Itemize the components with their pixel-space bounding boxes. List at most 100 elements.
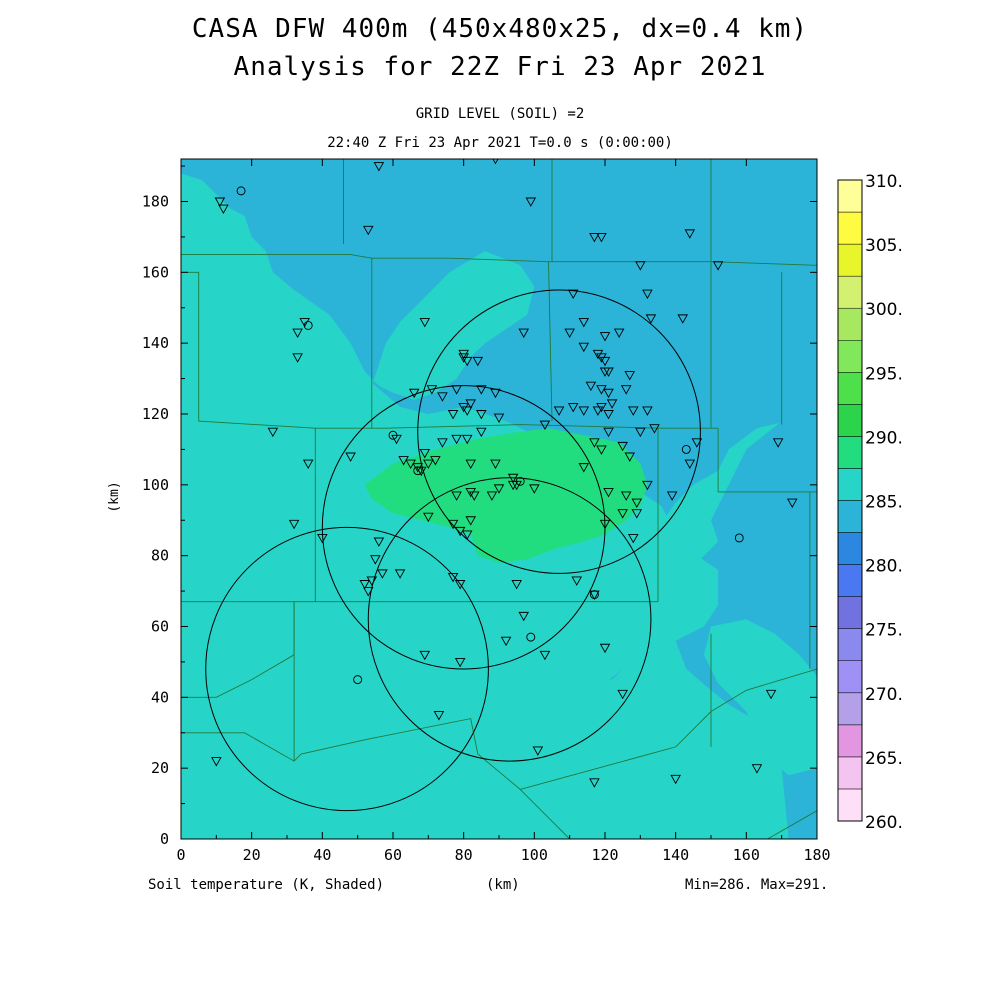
station-triangle — [624, 371, 636, 381]
station-triangle — [370, 555, 381, 565]
station-triangle — [642, 480, 653, 491]
colorbar-segment — [837, 372, 863, 405]
colorbar-frame — [837, 179, 863, 822]
station-triangle — [599, 643, 611, 654]
station-triangle — [578, 342, 590, 353]
station-triangle — [366, 576, 378, 586]
station-triangle — [437, 392, 448, 402]
y-tick-label: 20 — [151, 759, 169, 777]
station-triangle — [599, 519, 611, 530]
station-triangle — [613, 328, 625, 338]
station-triangle — [373, 537, 385, 547]
station-triangle — [458, 402, 469, 413]
station-circle — [413, 466, 423, 476]
colorbar-segment — [837, 660, 863, 694]
colorbar-segment — [837, 564, 863, 597]
station-triangle — [423, 512, 434, 523]
station-triangle — [642, 289, 653, 300]
station-triangle — [476, 410, 487, 420]
station-circle — [353, 675, 363, 685]
station-triangle — [362, 225, 374, 236]
variable-label: Soil temperature (K, Shaded) — [148, 877, 385, 893]
x-tick-label: 0 — [176, 846, 185, 864]
field-region-295-11 — [364, 428, 648, 563]
colorbar-segment — [837, 500, 863, 533]
station-triangle — [567, 402, 579, 413]
station-triangle — [461, 356, 473, 367]
station-triangle — [299, 317, 310, 328]
station-triangle — [620, 385, 632, 395]
station-triangle — [631, 498, 643, 508]
station-triangle — [437, 438, 448, 448]
field-region-290-8 — [703, 619, 817, 776]
radar-range-circle — [367, 477, 652, 762]
colorbar-segment — [837, 788, 863, 822]
station-triangle — [451, 385, 462, 395]
colorbar-segment — [837, 404, 863, 437]
colorbar-segment — [837, 243, 863, 277]
station-triangle — [589, 232, 600, 243]
station-triangle — [490, 388, 501, 399]
station-circle — [681, 444, 691, 454]
station-triangle — [458, 349, 469, 360]
station-triangle — [511, 580, 522, 590]
station-triangle — [394, 569, 406, 579]
station-triangle — [677, 314, 689, 324]
station-triangle — [617, 689, 628, 700]
station-triangle — [493, 484, 505, 494]
station-circle — [526, 632, 536, 642]
station-triangle — [288, 519, 300, 530]
station-triangle — [765, 689, 777, 700]
colorbar-label: 310. — [865, 172, 903, 192]
station-triangle — [423, 459, 434, 470]
station-triangle — [447, 572, 459, 583]
station-triangle — [267, 427, 279, 438]
station-triangle — [454, 526, 466, 537]
colorbar-label: 290. — [865, 428, 903, 448]
station-triangle — [214, 197, 226, 207]
station-triangle — [447, 519, 459, 530]
y-tick-label: 120 — [142, 405, 169, 423]
station-triangle — [635, 261, 646, 271]
station-triangle — [465, 516, 477, 526]
county-line — [548, 261, 553, 422]
station-triangle — [539, 420, 551, 431]
station-triangle — [465, 399, 477, 409]
colorbar-label: 265. — [865, 749, 903, 769]
station-triangle — [603, 487, 614, 498]
field-region-290-9 — [181, 732, 478, 839]
x-tick-label: 160 — [733, 846, 760, 864]
station-triangle — [518, 328, 530, 338]
station-triangle — [645, 314, 657, 324]
station-triangle — [292, 328, 303, 338]
station-triangle — [362, 587, 374, 597]
x-axis-unit-label: (km) — [486, 877, 520, 893]
station-circle — [734, 533, 744, 543]
station-triangle — [419, 449, 431, 459]
station-triangle — [359, 580, 371, 590]
colorbar-segment — [837, 628, 863, 662]
colorbar-segment — [837, 724, 863, 758]
station-triangle — [635, 427, 646, 438]
station-triangle — [571, 576, 583, 586]
station-triangle — [578, 406, 590, 416]
station-triangle — [670, 774, 681, 785]
station-triangle — [529, 484, 540, 494]
station-triangle — [461, 406, 473, 416]
valid-time-label: 22:40 Z Fri 23 Apr 2021 T=0.0 s (0:00:00… — [327, 135, 673, 151]
station-triangle — [458, 353, 469, 363]
y-tick-label: 140 — [142, 334, 169, 352]
station-triangle — [317, 534, 328, 544]
colorbar-label: 270. — [865, 685, 903, 705]
colorbar-segment — [837, 307, 863, 341]
station-triangle — [430, 456, 441, 466]
station-triangle — [447, 410, 459, 420]
station-triangle — [786, 498, 798, 508]
station-triangle — [426, 385, 438, 395]
y-tick-label: 160 — [142, 263, 169, 281]
station-triangle — [712, 261, 724, 271]
station-triangle — [564, 328, 575, 338]
station-triangle — [373, 162, 385, 172]
station-triangle — [377, 569, 388, 579]
station-triangle — [461, 530, 473, 540]
